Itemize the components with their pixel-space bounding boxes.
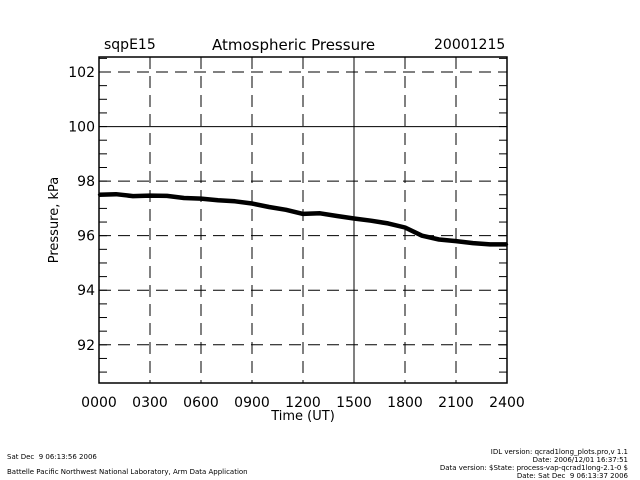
x-tick-label: 2100 [438, 395, 474, 411]
pressure-data-point [199, 197, 203, 200]
footer-data-version: Data version: $State: process-vap-qcrad1… [439, 464, 628, 472]
pressure-data-point [335, 214, 339, 218]
pressure-data-point [250, 202, 254, 205]
x-tick-label: 1500 [336, 395, 372, 411]
footer-idl-date: Date: 2006/12/01 16:37:51 [532, 456, 628, 464]
plot-frame [98, 56, 508, 384]
x-axis-label: Time (UT) [270, 409, 335, 424]
chart-title: Atmospheric Pressure [212, 36, 376, 54]
pressure-data-point [403, 226, 407, 229]
pressure-data-point [216, 199, 220, 202]
y-tick-label: 100 [68, 120, 95, 136]
pressure-data-point [318, 212, 322, 215]
footer-idl-version: IDL version: qcrad1long_plots.pro,v 1.1 [490, 448, 628, 456]
pressure-data-point [233, 200, 237, 203]
pressure-data-point [420, 234, 424, 237]
pressure-data-point [386, 222, 390, 225]
x-tick-label: 0300 [132, 395, 168, 411]
pressure-data-point [437, 238, 441, 241]
pressure-data-point [114, 193, 118, 196]
pressure-data-point [369, 219, 373, 222]
x-tick-label: 0600 [183, 395, 219, 411]
pressure-data-point [182, 196, 186, 200]
pressure-data-point [131, 194, 135, 198]
footer-run-date: Sat Dec 9 06:13:56 2006 [7, 453, 97, 461]
pressure-data-point [505, 243, 509, 246]
pressure-data-point [488, 243, 492, 246]
site-label: sqpE15 [104, 37, 156, 53]
y-tick-label: 96 [77, 229, 95, 245]
pressure-data-point [471, 241, 475, 245]
pressure-data-point [454, 239, 458, 243]
date-label: 20001215 [434, 37, 506, 53]
x-tick-label: 1800 [387, 395, 423, 411]
y-tick-label: 94 [77, 283, 95, 299]
pressure-data-point [97, 193, 101, 196]
y-axis-label: Pressure, kPa [47, 177, 62, 264]
pressure-data-point [352, 217, 356, 220]
y-tick-label: 102 [68, 65, 95, 81]
pressure-data-point [267, 205, 271, 209]
x-tick-label: 0900 [234, 395, 270, 411]
pressure-data-point [148, 194, 152, 197]
footer-data-date: Date: Sat Dec 9 06:13:37 2006 [516, 472, 628, 480]
y-tick-label: 98 [77, 174, 95, 190]
x-tick-label: 1200 [285, 395, 321, 411]
pressure-data-point [284, 208, 288, 211]
pressure-data-point [165, 194, 169, 198]
y-tick-label: 92 [77, 338, 95, 354]
x-tick-label: 2400 [489, 395, 525, 411]
x-tick-label: 0000 [81, 395, 117, 411]
footer-organization: Battelle Pacific Northwest National Labo… [7, 468, 248, 476]
pressure-data-point [301, 212, 305, 216]
